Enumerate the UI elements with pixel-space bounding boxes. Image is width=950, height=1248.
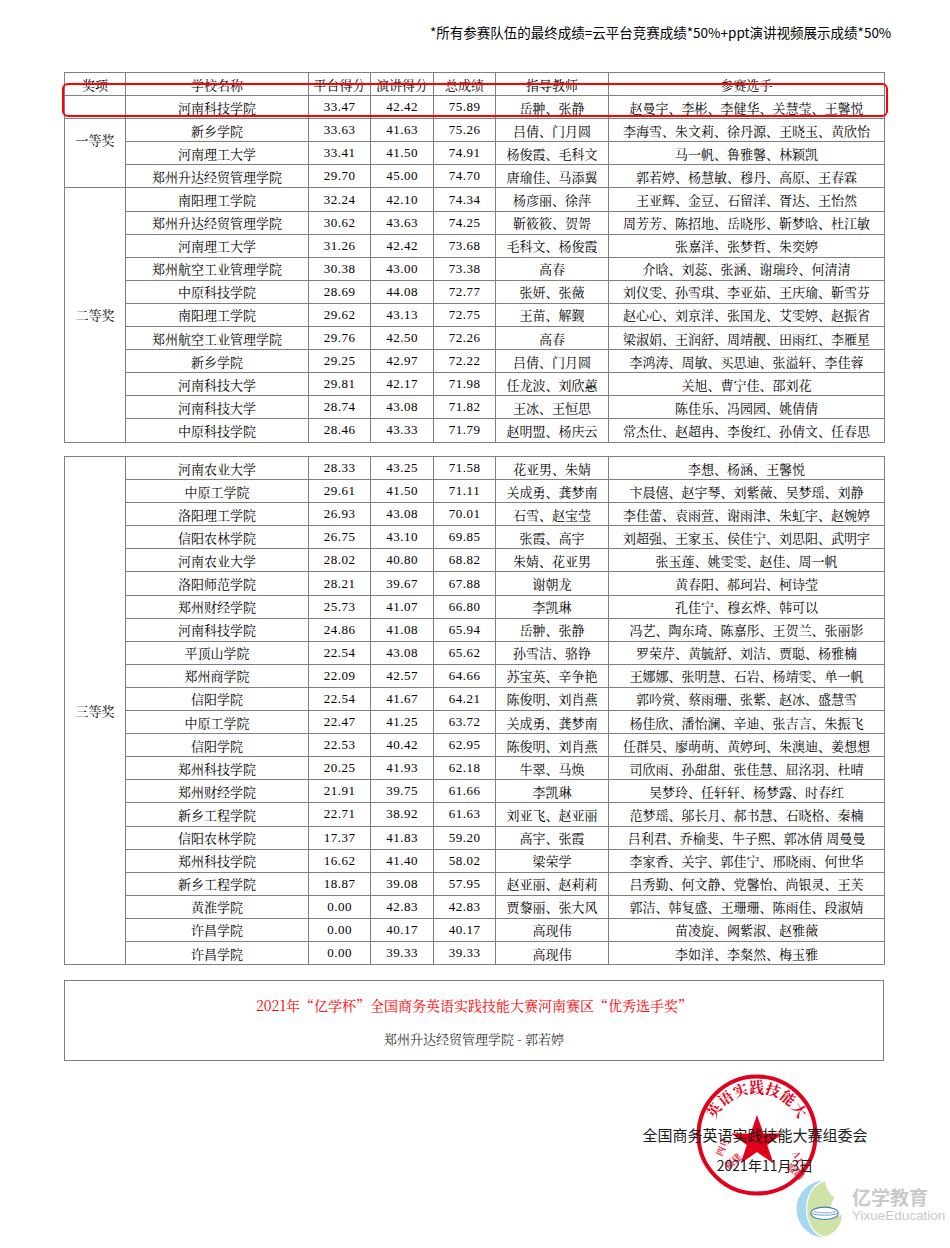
svg-text:英语实践技能大: 英语实践技能大 <box>701 1076 814 1122</box>
